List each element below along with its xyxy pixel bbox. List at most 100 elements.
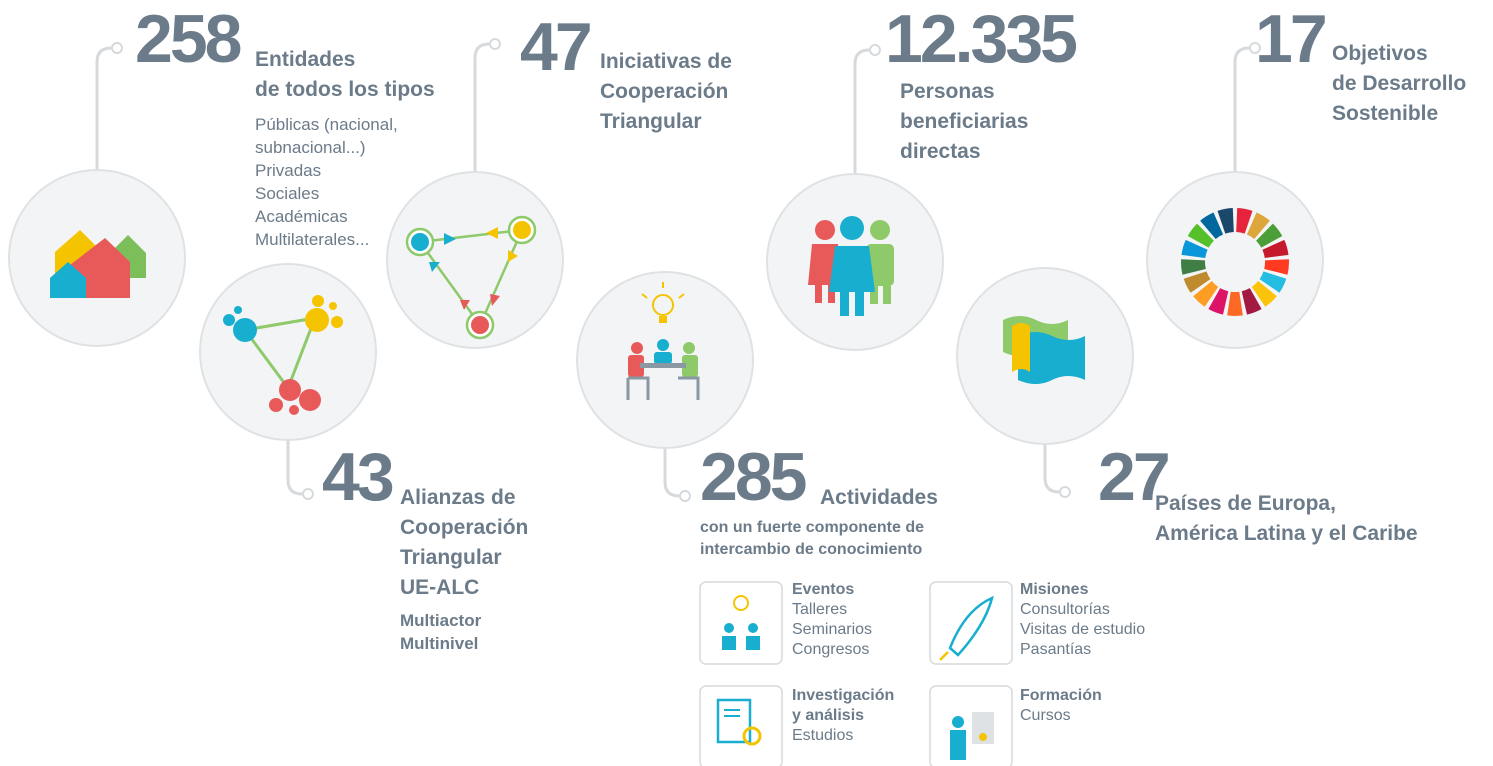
icon-shape <box>471 316 489 334</box>
stat-detail: Multilaterales... <box>255 230 369 249</box>
stat-title: Países de Europa, <box>1155 492 1336 515</box>
icon-shape <box>979 733 987 741</box>
icon-shape <box>234 306 242 314</box>
icon-shape <box>419 228 523 244</box>
icon-shape <box>95 46 112 170</box>
icon-network <box>223 295 343 415</box>
icon-shape <box>815 220 835 240</box>
activity-item: Cursos <box>1020 707 1071 724</box>
icon-shape <box>1233 46 1250 172</box>
icon-shape <box>331 316 343 328</box>
icon-shape <box>748 623 758 633</box>
activity-item: Estudios <box>792 727 853 744</box>
stat-number: 17 <box>1255 1 1325 77</box>
sdg-segment <box>1217 208 1234 234</box>
activity-item: Pasantías <box>1020 641 1091 658</box>
icon-shape <box>628 355 644 377</box>
sdg-segment <box>1256 223 1283 248</box>
stat-title: Entidades <box>255 48 355 71</box>
icon-shape <box>828 285 835 303</box>
icon-shape <box>640 363 686 368</box>
icon-shape <box>386 171 564 349</box>
icon-shape <box>473 42 490 172</box>
icon-shape <box>1059 486 1071 498</box>
icon-people <box>808 216 894 316</box>
icon-triangle <box>405 215 537 340</box>
activity-title: Investigación <box>792 687 894 704</box>
icon-shape <box>486 227 498 239</box>
activity-boxes <box>699 581 1013 766</box>
icon-shape <box>948 595 994 657</box>
stat-detail: Sociales <box>255 184 319 203</box>
icon-shape <box>489 38 501 50</box>
stat-detail: Públicas (nacional, <box>255 115 398 134</box>
icon-shape <box>855 292 864 316</box>
icon-shape <box>223 314 235 326</box>
icon-shape <box>111 42 123 54</box>
sdg-segment <box>1264 259 1289 275</box>
icon-shape <box>699 581 783 665</box>
icon-shape <box>411 233 429 251</box>
icon-shape <box>289 405 299 415</box>
icon-shape <box>654 352 672 364</box>
icon-shape <box>305 308 329 332</box>
stat-number: 47 <box>520 9 590 85</box>
sdg-segment <box>1246 212 1270 239</box>
stat-title: Iniciativas de <box>600 50 732 73</box>
stat-title: de todos los tipos <box>255 78 435 101</box>
activity-title: Eventos <box>792 581 854 598</box>
icon-shape <box>659 316 667 323</box>
icon-shape <box>299 389 321 411</box>
icon-shape <box>883 286 891 304</box>
connectors <box>95 38 1261 502</box>
stat-number: 43 <box>322 439 393 515</box>
icon-shape <box>641 293 648 299</box>
icon-shape <box>286 440 303 496</box>
activity-item: Visitas de estudio <box>1020 621 1145 638</box>
stat-title: Sostenible <box>1332 102 1438 125</box>
activity-title: y análisis <box>792 707 864 724</box>
stat-number: 12.335 <box>885 1 1076 77</box>
sdg-segment <box>1262 239 1289 258</box>
icon-shape <box>460 300 470 310</box>
sdg-segment <box>1181 239 1208 258</box>
icon-sdg-ring <box>1181 208 1289 316</box>
icon-shape <box>972 712 994 744</box>
sdg-segment <box>1241 288 1262 315</box>
stat-title: beneficiarias <box>900 110 1028 133</box>
icon-shape <box>929 685 1013 766</box>
icon-shape <box>329 302 337 310</box>
stat-title: Personas <box>900 80 995 103</box>
icon-shape <box>678 293 685 299</box>
icon-shape <box>682 355 698 377</box>
stat-title: Alianzas de <box>400 486 516 509</box>
icon-shape <box>1249 42 1261 54</box>
icon-shape <box>631 342 643 354</box>
icon-shape <box>233 318 257 342</box>
sdg-segment <box>1251 281 1277 307</box>
activity-item: Congresos <box>792 641 869 658</box>
sdg-segment <box>1193 281 1219 307</box>
icon-houses <box>50 230 146 298</box>
stat-title: UE-ALC <box>400 576 479 599</box>
icon-shape <box>269 398 283 412</box>
icon-shape <box>508 250 518 262</box>
sdg-segment <box>1236 208 1253 234</box>
icon-shape <box>742 726 762 746</box>
icon-shape <box>870 220 890 240</box>
stat-detail: Multiactor <box>400 611 482 630</box>
icon-shape <box>952 716 964 728</box>
sdg-segment <box>1183 271 1211 293</box>
icon-shape <box>312 295 324 307</box>
icon-shape <box>869 44 881 56</box>
stat-number: 285 <box>700 439 806 515</box>
stat-detail: Privadas <box>255 161 321 180</box>
icon-shape <box>626 376 700 400</box>
icon-shape <box>853 48 870 174</box>
sdg-segment <box>1208 288 1229 315</box>
stat-title: Actividades <box>820 486 938 509</box>
icon-shape <box>950 730 966 760</box>
icon-shape <box>478 229 524 326</box>
